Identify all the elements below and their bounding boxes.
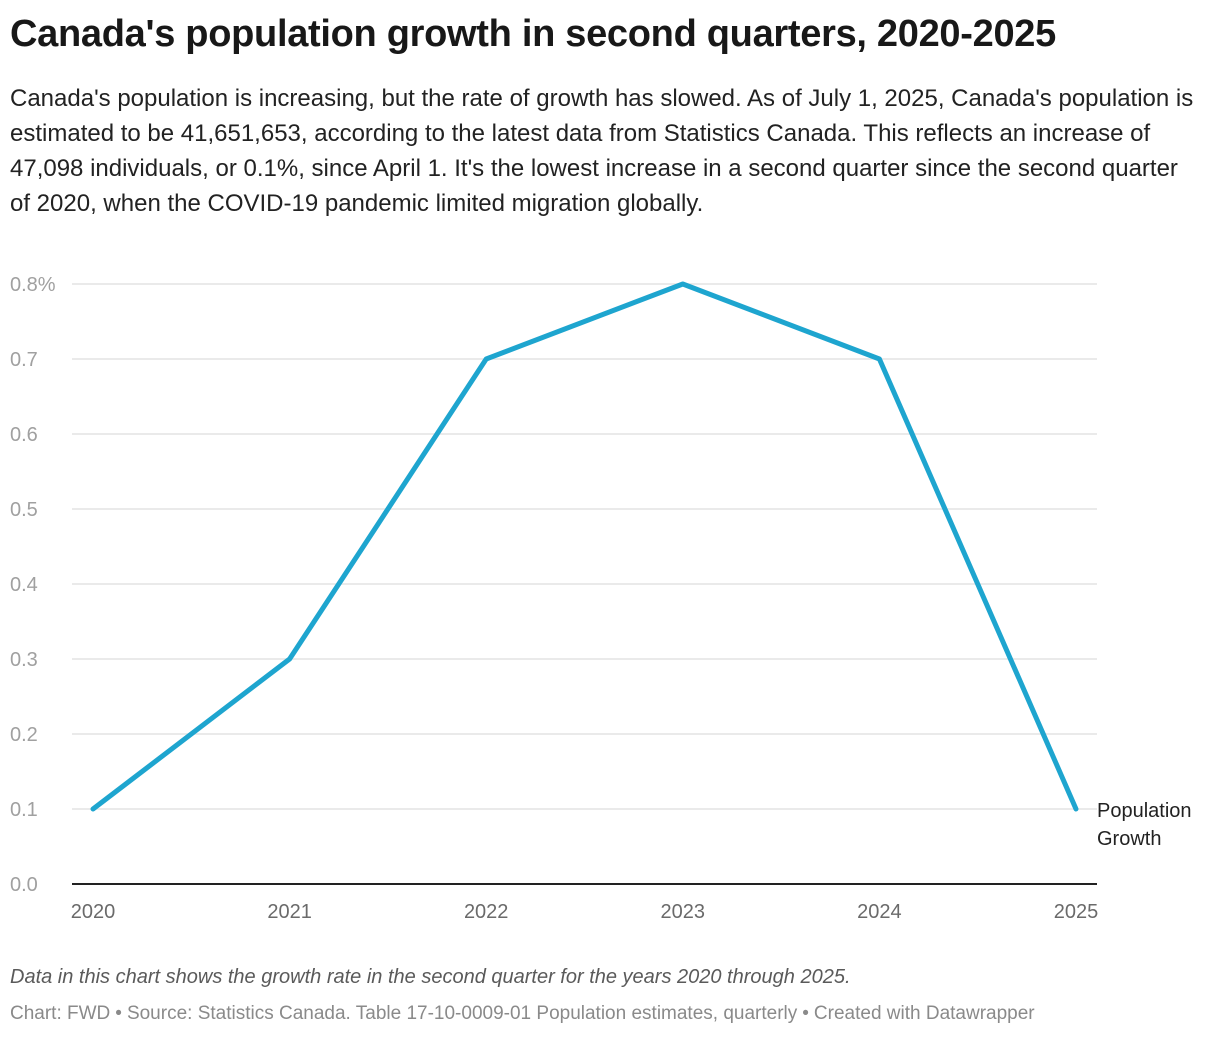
footer-chart-by: Chart: FWD <box>10 1003 111 1024</box>
chart-note: Data in this chart shows the growth rate… <box>10 966 851 988</box>
series-label-population-growth: Population Growth <box>1097 800 1192 850</box>
y-tick-label: 0.6 <box>10 424 38 446</box>
series-line <box>90 281 1079 812</box>
line-chart: 0.00.10.20.30.40.50.60.70.8% 2020 2021 202… <box>10 274 1192 923</box>
x-tick-label: 2020 <box>71 901 116 923</box>
footer-separator: • <box>115 1003 122 1024</box>
grid-lines <box>72 283 1097 885</box>
y-tick-label: 0.2 <box>10 724 38 746</box>
series-labels: Population Growth <box>1097 800 1192 850</box>
chart-subtitle: Canada's population is increasing, but t… <box>10 85 1194 217</box>
series-label-line: Population <box>1097 800 1192 822</box>
y-tick-label: 0.8% <box>10 274 56 296</box>
x-tick-label: 2025 <box>1054 901 1099 923</box>
series-label-line: Growth <box>1097 828 1161 850</box>
y-axis-ticks: 0.0 0.1 0.2 0.3 0.4 0.5 0.6 0.7 0.8% <box>10 274 56 896</box>
footer-separator: • <box>802 1003 809 1024</box>
x-axis-ticks: 2020 2021 2022 2023 2024 2025 <box>71 901 1099 923</box>
y-tick-label: 0.4 <box>10 574 38 596</box>
y-tick-label: 0.5 <box>10 499 38 521</box>
series-layer <box>90 281 1079 812</box>
x-tick-label: 2024 <box>857 901 902 923</box>
x-tick-label: 2023 <box>661 901 706 923</box>
x-tick-label: 2021 <box>267 901 312 923</box>
footer-created-with: Created with Datawrapper <box>813 1003 1035 1024</box>
y-tick-label: 0.1 <box>10 799 38 821</box>
chart-title: Canada's population growth in second qua… <box>10 13 1056 55</box>
y-tick-label: 0.3 <box>10 649 38 671</box>
x-tick-label: 2022 <box>464 901 509 923</box>
footer-source: Source: Statistics Canada. Table 17-10-0… <box>126 1003 798 1024</box>
y-tick-label: 0.7 <box>10 349 38 371</box>
y-tick-label: 0.0 <box>10 874 38 896</box>
chart-footer: Chart: FWD • Source: Statistics Canada. Ta… <box>10 1000 1215 1028</box>
